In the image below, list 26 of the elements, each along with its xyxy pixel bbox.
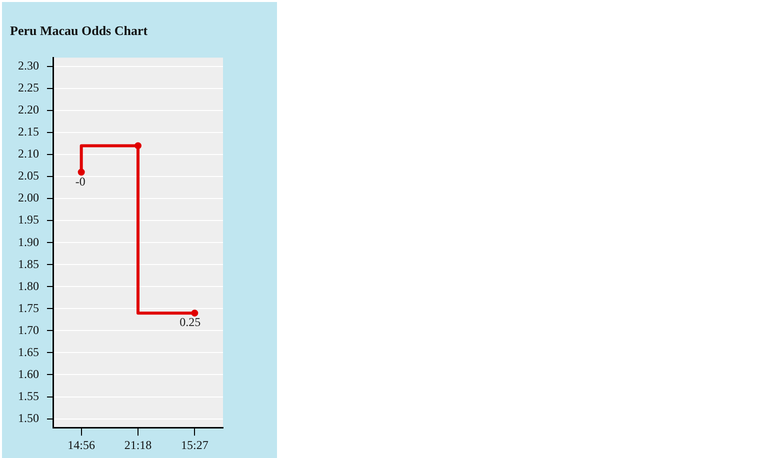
- x-tick-label: 14:56: [68, 438, 96, 452]
- annotation: 0.25: [180, 315, 201, 330]
- point: [78, 168, 85, 176]
- y-tick-label: 2.30: [18, 58, 39, 73]
- y-tick-label: 1.60: [18, 366, 39, 381]
- y-tick-label: 1.70: [18, 322, 39, 337]
- y-tick-label: 1.80: [18, 278, 39, 293]
- y-tick-label: 1.85: [18, 256, 39, 271]
- x-tick-label: 15:27: [180, 438, 208, 452]
- y-tick-label: 2.25: [18, 80, 39, 95]
- point: [191, 310, 198, 317]
- y-tick-label: 1.90: [18, 234, 39, 249]
- y-tick-label: 2.05: [18, 168, 39, 183]
- y-tick-label: 2.10: [18, 146, 39, 161]
- y-tick-label: 2.20: [18, 102, 39, 117]
- y-tick-label: 1.95: [18, 212, 39, 227]
- y-tick-label: 2.00: [18, 190, 39, 205]
- y-tick-label: 1.65: [18, 344, 39, 359]
- annotation: -0: [75, 174, 86, 188]
- y-tick-label: 1.50: [18, 410, 39, 425]
- y-tick-label: 2.15: [18, 124, 39, 139]
- y-tick-label: 1.55: [18, 388, 39, 403]
- y-tick-label: 1.75: [18, 300, 39, 315]
- chart-title: Peru Macau Odds Chart: [10, 23, 148, 38]
- x-tick-label: 21:18: [124, 438, 152, 452]
- point: [134, 142, 142, 150]
